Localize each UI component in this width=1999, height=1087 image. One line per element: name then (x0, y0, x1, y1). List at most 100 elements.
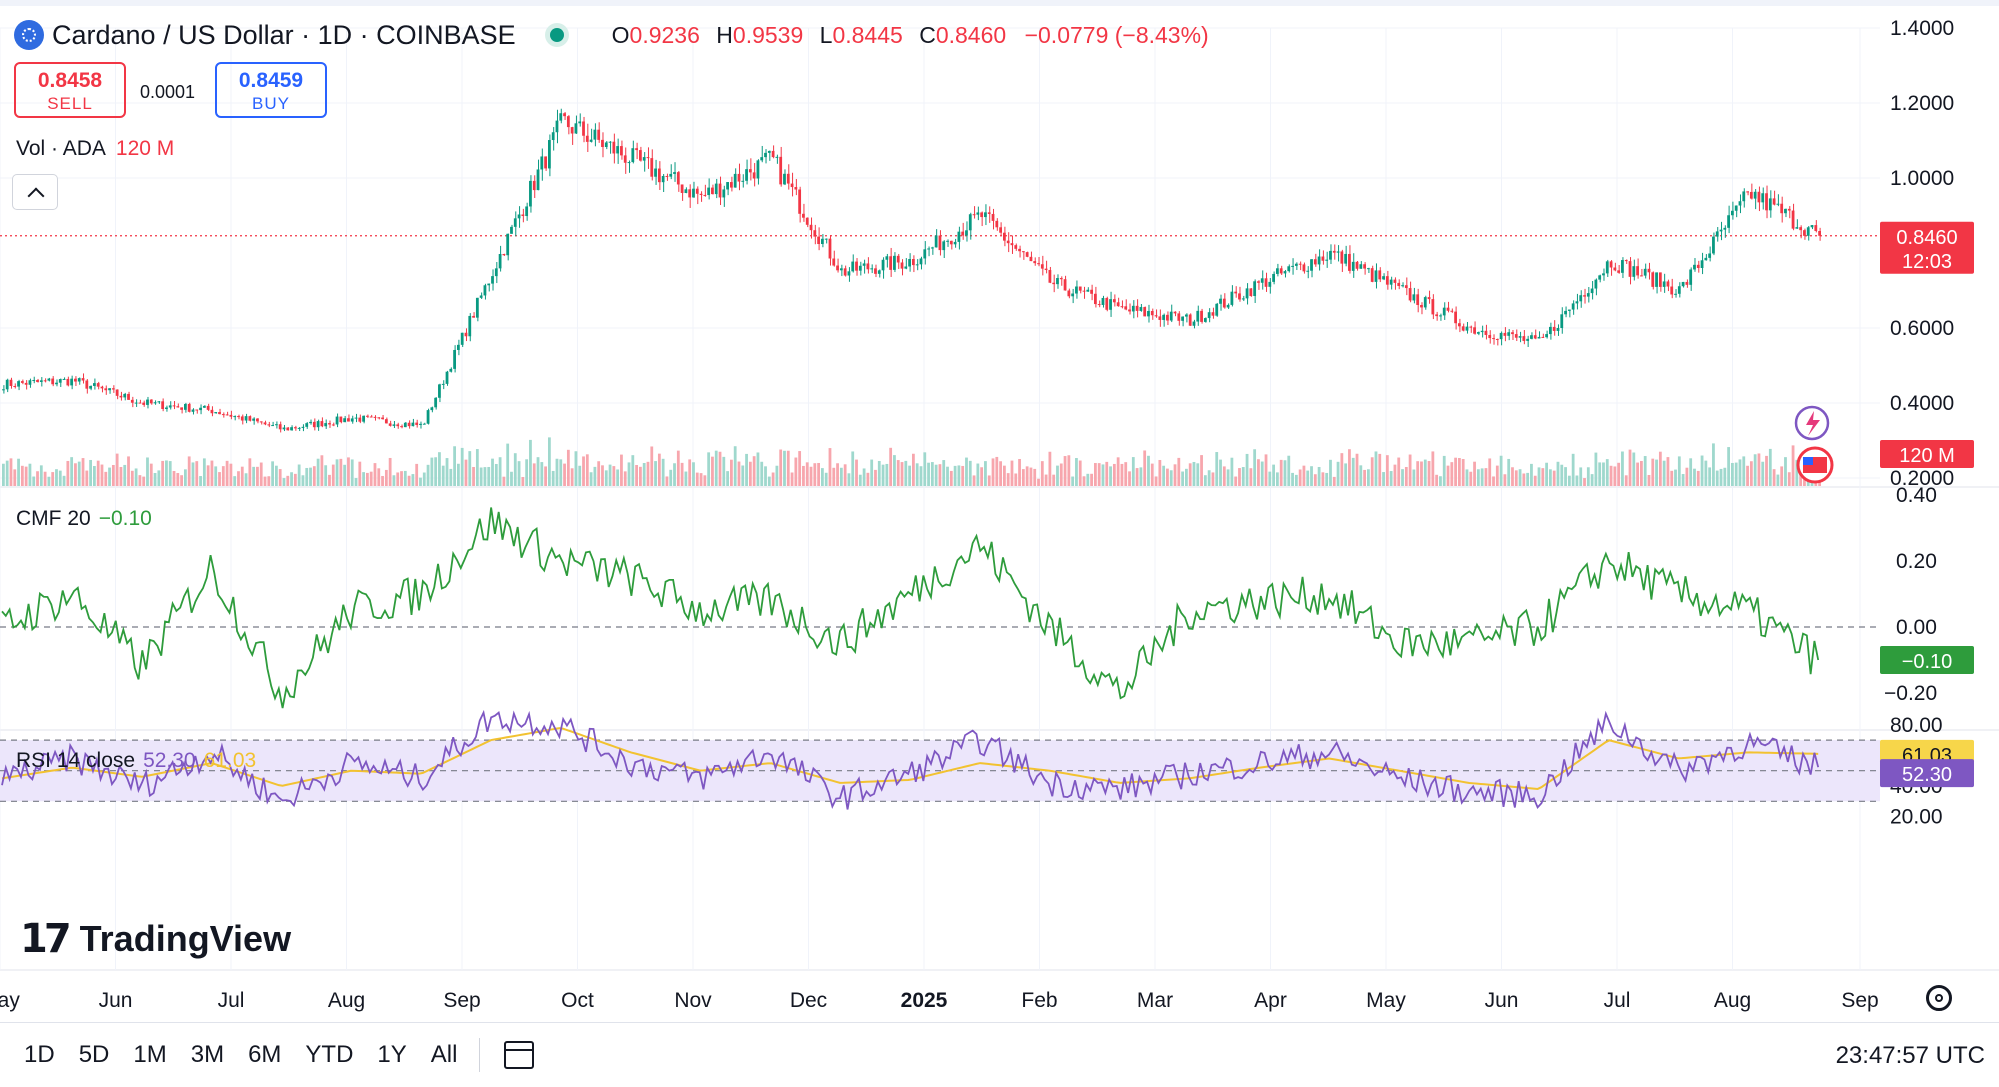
volume-bar (229, 463, 233, 486)
candle-body (146, 399, 149, 405)
rsi-legend[interactable]: RSI 14 close 52.30 61.03 (16, 749, 256, 773)
volume-bar (984, 461, 987, 486)
candle-body (832, 258, 836, 266)
volume-bar (70, 457, 74, 486)
volume-bar (1666, 457, 1670, 486)
volume-bar (612, 466, 616, 486)
chart-canvas[interactable]: May Jun Jul Aug Sep Oct Nov Dec 2025 Feb Mar Apr May… (0, 0, 1999, 1022)
candle-body (1799, 227, 1803, 231)
candle-body (233, 416, 237, 418)
volume-bar (1272, 464, 1275, 486)
candle-body (377, 417, 381, 419)
candle-body (130, 399, 134, 403)
candle-body (430, 407, 434, 411)
candle-body (195, 409, 199, 411)
top-strip (0, 0, 1999, 6)
candle-body (915, 264, 919, 266)
symbol-title[interactable]: Cardano / US Dollar · 1D · COINBASE (52, 19, 516, 50)
candle-body (362, 415, 365, 422)
candle-body (1302, 264, 1306, 272)
candle-body (1037, 263, 1040, 265)
candle-body (1181, 316, 1184, 321)
volume-bar (275, 465, 278, 486)
timeframe-6m[interactable]: 6M (248, 1041, 282, 1068)
volume-bar (585, 454, 589, 486)
candle-body (457, 344, 460, 350)
volume-bar (123, 464, 127, 486)
symbol-header[interactable]: Cardano / US Dollar · 1D · COINBASE O0.9… (14, 18, 1209, 52)
tradingview-logo[interactable]: 17 TradingView (20, 916, 291, 962)
collapse-legend-button[interactable] (12, 174, 58, 210)
volume-bar (684, 471, 688, 486)
sell-button[interactable]: 0.8458 SELL (14, 62, 126, 118)
candle-body (1310, 259, 1313, 271)
volume-legend[interactable]: Vol · ADA 120 M (16, 137, 174, 161)
timeframe-5d[interactable]: 5D (78, 1041, 110, 1068)
x-tick-label: May (0, 989, 20, 1012)
candle-body (1560, 314, 1564, 329)
volume-bar (119, 466, 123, 486)
volume-bar (43, 471, 47, 486)
ohlc-low-label: L (819, 21, 833, 48)
volume-bar (1499, 455, 1503, 486)
cmf-legend[interactable]: CMF 20 −0.10 (16, 507, 152, 531)
candle-body (1511, 332, 1514, 335)
candle-body (1617, 270, 1621, 273)
volume-bar (1537, 467, 1541, 486)
candle-body (1359, 264, 1363, 269)
candle-body (369, 416, 373, 418)
sell-price: 0.8458 (37, 69, 103, 92)
volume-bar (1185, 468, 1188, 486)
timeframe-1y[interactable]: 1Y (377, 1041, 407, 1068)
settings-icon[interactable] (1926, 985, 1952, 1011)
volume-bar (775, 465, 779, 486)
volume-bar (20, 465, 24, 486)
calendar-icon[interactable] (504, 1041, 535, 1069)
candle-body (187, 403, 191, 412)
timeframe-ytd[interactable]: YTD (305, 1041, 354, 1068)
volume-bar (1560, 464, 1564, 486)
volume-bar (1234, 476, 1238, 486)
timeframe-1d[interactable]: 1D (24, 1041, 55, 1068)
candle-body (142, 402, 146, 405)
volume-bar (1734, 462, 1738, 486)
candle-body (1810, 225, 1814, 228)
candle-body (1120, 306, 1124, 308)
candle-body (1446, 307, 1450, 311)
buy-label: BUY (252, 94, 290, 113)
volume-bar (889, 447, 893, 486)
live-dot-icon (549, 28, 564, 42)
volume-bar (1389, 471, 1393, 486)
timeframe-1m[interactable]: 1M (133, 1041, 167, 1068)
volume-bar (494, 463, 498, 486)
candle-body (1670, 286, 1674, 295)
candle-body (688, 189, 692, 198)
timeframe-all[interactable]: All (430, 1041, 458, 1068)
volume-bar (1101, 464, 1105, 486)
ohlc-low: 0.8445 (832, 21, 903, 48)
volume-bar (1283, 460, 1287, 486)
volume-bar (1109, 466, 1112, 486)
volume-bar (1556, 461, 1560, 486)
candle-body (225, 414, 229, 416)
volume-bar (566, 449, 570, 486)
timeframe-3m[interactable]: 3M (190, 1041, 225, 1068)
volume-bar (403, 470, 407, 486)
candle-body (995, 220, 999, 228)
volume-bar (237, 471, 240, 486)
candle-body (585, 135, 589, 142)
candle-body (1442, 307, 1446, 316)
candle-body (1564, 310, 1567, 315)
candle-body (286, 427, 290, 431)
volume-bar (551, 470, 555, 486)
candle-body (445, 371, 449, 384)
volume-bar (1579, 467, 1583, 486)
candle-body (1048, 270, 1052, 283)
utc-clock[interactable]: 23:47:57 UTC (1835, 1042, 1985, 1069)
candle-body (593, 129, 597, 140)
buy-button[interactable]: 0.8459 BUY (215, 62, 327, 118)
candle-body (646, 157, 650, 159)
volume-bar (1552, 470, 1556, 486)
volume-bar (1044, 474, 1048, 486)
volume-bar (1442, 455, 1446, 486)
